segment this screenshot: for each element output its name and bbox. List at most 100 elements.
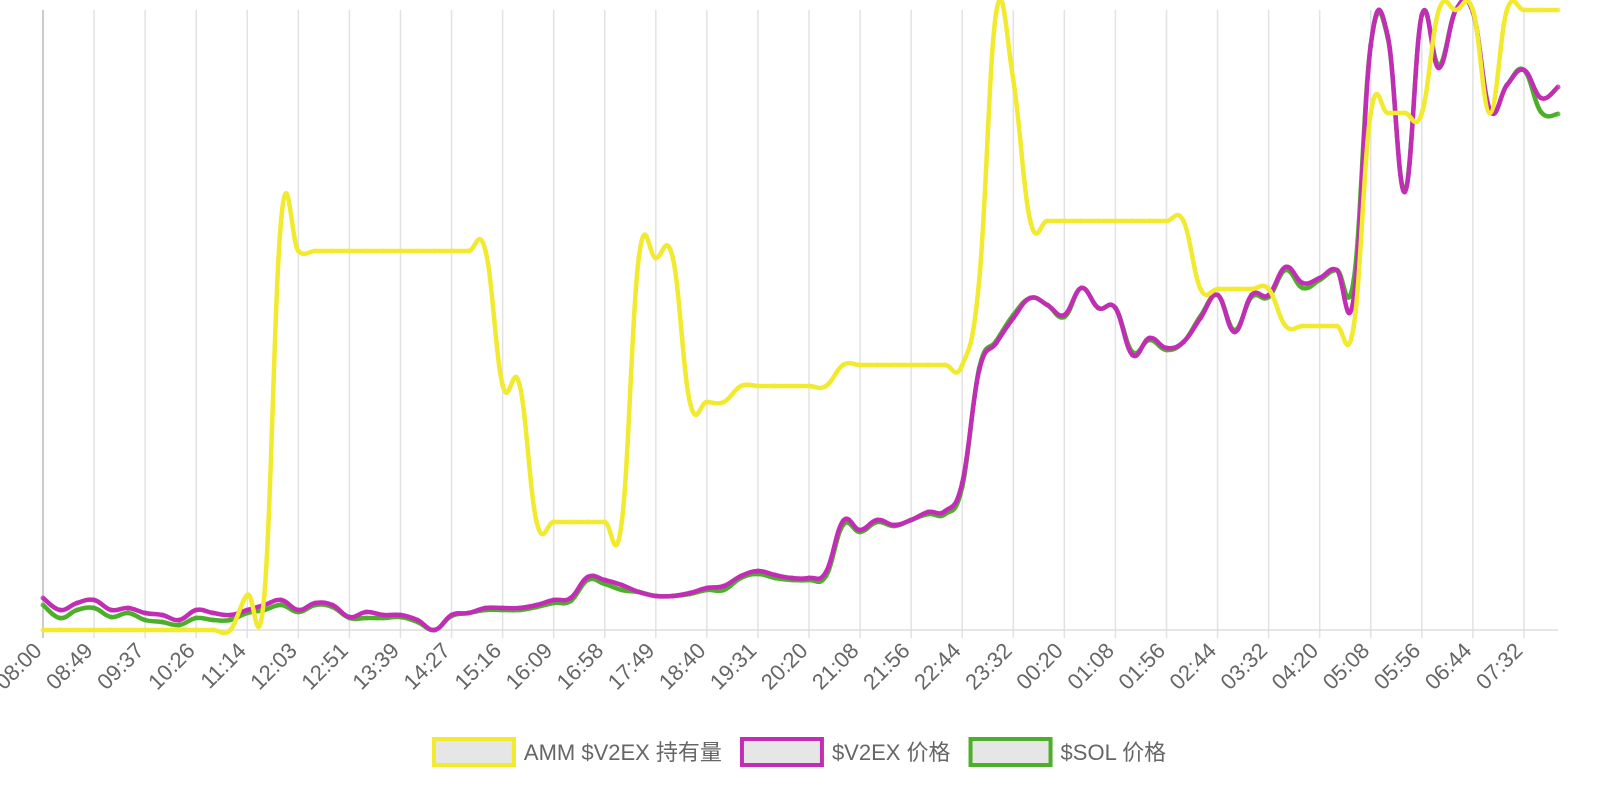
x-tick-label: 16:58: [552, 638, 609, 695]
data-point: [125, 610, 131, 616]
data-point: [687, 399, 693, 405]
data-point: [74, 627, 80, 633]
data-point: [227, 617, 233, 623]
data-point: [942, 362, 948, 368]
data-point: [636, 589, 642, 595]
x-tick-label: 18:40: [654, 638, 711, 695]
x-tick-label: 09:37: [92, 638, 149, 695]
data-point: [1283, 323, 1289, 329]
data-point: [1044, 218, 1050, 224]
data-point: [670, 593, 676, 599]
data-point: [125, 605, 131, 611]
data-point: [1027, 218, 1033, 224]
data-point: [857, 362, 863, 368]
data-point: [602, 519, 608, 525]
x-tick-label: 01:56: [1113, 638, 1170, 695]
data-point: [670, 255, 676, 261]
data-point: [500, 605, 506, 611]
data-point: [1146, 335, 1152, 341]
data-point: [57, 615, 63, 621]
legend-label: AMM $V2EX 持有量: [524, 740, 722, 765]
data-point: [1061, 312, 1067, 318]
data-point: [414, 617, 420, 623]
x-tick-label: 11:14: [195, 638, 250, 693]
data-point: [1163, 218, 1169, 224]
data-point: [244, 592, 250, 598]
data-point: [551, 519, 557, 525]
data-point: [57, 627, 63, 633]
data-point: [653, 593, 659, 599]
data-point: [159, 619, 165, 625]
data-point: [840, 362, 846, 368]
data-point: [278, 602, 284, 608]
data-point: [193, 615, 199, 621]
data-point: [1249, 292, 1255, 298]
legend-swatch: [968, 737, 1053, 767]
x-tick-label: 02:44: [1164, 638, 1221, 695]
data-point: [363, 615, 369, 621]
x-tick-label: 13:39: [347, 638, 404, 695]
data-point: [619, 519, 625, 525]
data-point: [1300, 280, 1306, 286]
x-tick-label: 03:32: [1216, 638, 1273, 695]
data-point: [227, 612, 233, 618]
data-point: [653, 255, 659, 261]
data-point: [908, 517, 914, 523]
data-point: [210, 610, 216, 616]
data-point: [993, 340, 999, 346]
data-point: [295, 607, 301, 613]
data-point: [397, 248, 403, 254]
data-point: [823, 569, 829, 575]
data-point: [1504, 7, 1510, 13]
x-tick-label: 21:56: [858, 638, 915, 695]
data-point: [1300, 323, 1306, 329]
data-point: [1010, 77, 1016, 83]
data-point: [483, 605, 489, 611]
data-point: [329, 248, 335, 254]
data-point: [108, 607, 114, 613]
data-point: [142, 610, 148, 616]
data-point: [993, 9, 999, 15]
data-point: [721, 399, 727, 405]
data-point: [1249, 286, 1255, 292]
data-point: [466, 248, 472, 254]
x-tick-label: 15:16: [450, 638, 507, 695]
data-point: [312, 600, 318, 606]
data-point: [551, 597, 557, 603]
data-point: [227, 627, 233, 633]
x-tick-label: 07:32: [1471, 638, 1528, 695]
data-point: [738, 573, 744, 579]
data-point: [1317, 275, 1323, 281]
data-point: [244, 607, 250, 613]
data-point: [1181, 339, 1187, 345]
x-tick-label: 17:49: [603, 638, 660, 695]
data-point: [159, 612, 165, 618]
data-point: [40, 627, 46, 633]
data-point: [1555, 7, 1561, 13]
data-point: [636, 255, 642, 261]
legend-swatch: [431, 737, 516, 767]
data-point: [142, 627, 148, 633]
data-point: [704, 399, 710, 405]
data-point: [1232, 329, 1238, 335]
data-point: [1215, 286, 1221, 292]
data-point: [534, 602, 540, 608]
data-point: [857, 527, 863, 533]
data-point: [789, 383, 795, 389]
x-tick-label: 06:44: [1420, 638, 1477, 695]
x-tick-label: 16:09: [501, 638, 558, 695]
data-point: [295, 248, 301, 254]
x-tick-label: 20:20: [756, 638, 813, 695]
x-tick-label: 12:51: [296, 638, 353, 695]
data-point: [159, 627, 165, 633]
data-point: [74, 607, 80, 613]
data-point: [925, 362, 931, 368]
data-point: [1163, 345, 1169, 351]
data-point: [1385, 110, 1391, 116]
data-point: [432, 248, 438, 254]
data-point: [91, 597, 97, 603]
x-tick-label: 00:20: [1011, 638, 1068, 695]
data-point: [959, 362, 965, 368]
